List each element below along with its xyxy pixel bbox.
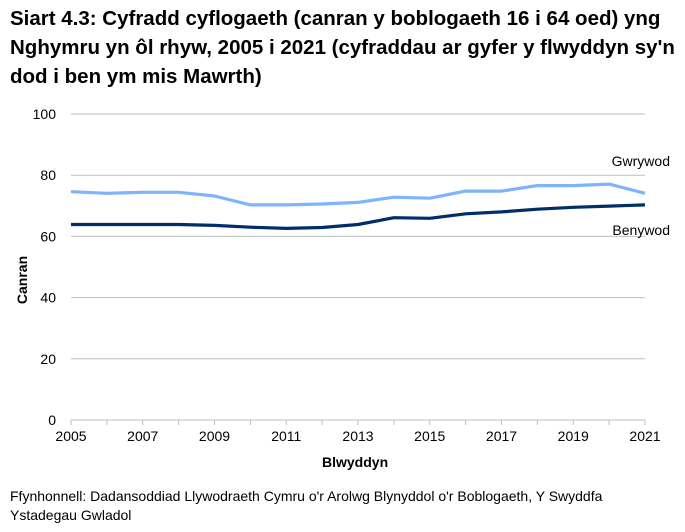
y-axis-ticks: 0 20 40 60 80 100 (33, 106, 57, 428)
x-tick-label: 2019 (558, 428, 589, 444)
x-tick-label: 2007 (127, 428, 158, 444)
x-tick-label: 2009 (199, 428, 230, 444)
y-tick-label: 100 (33, 106, 57, 122)
y-tick-label: 0 (48, 412, 56, 428)
series-lines (70, 182, 646, 230)
chart-title: Siart 4.3: Cyfradd cyflogaeth (canran y … (10, 7, 675, 88)
legend-labels: Gwrywod Benywod (612, 153, 670, 238)
source-note: Ffynhonnell: Dadansoddiad Llywodraeth Cy… (10, 488, 603, 523)
legend-label-gwrywod: Gwrywod (612, 153, 670, 169)
x-tick-label: 2011 (271, 428, 301, 444)
y-tick-label: 80 (40, 167, 56, 183)
legend-label-benywod: Benywod (612, 222, 670, 238)
x-tick-label: 2015 (414, 428, 445, 444)
gridlines (71, 113, 645, 360)
x-tick-label: 2013 (342, 428, 373, 444)
x-tick-label: 2021 (629, 428, 660, 444)
x-axis: 2005 2007 2009 2011 2013 2015 2017 2019 2021 (55, 419, 661, 444)
x-tick-label: 2017 (486, 428, 517, 444)
x-tick-label: 2005 (55, 428, 86, 444)
y-tick-label: 60 (40, 228, 56, 244)
series-line-gwrywod (70, 182, 646, 207)
y-tick-label: 20 (40, 351, 56, 367)
x-axis-label: Blwyddyn (322, 454, 389, 470)
y-tick-label: 40 (40, 290, 56, 306)
series-line-benywod (71, 203, 646, 230)
